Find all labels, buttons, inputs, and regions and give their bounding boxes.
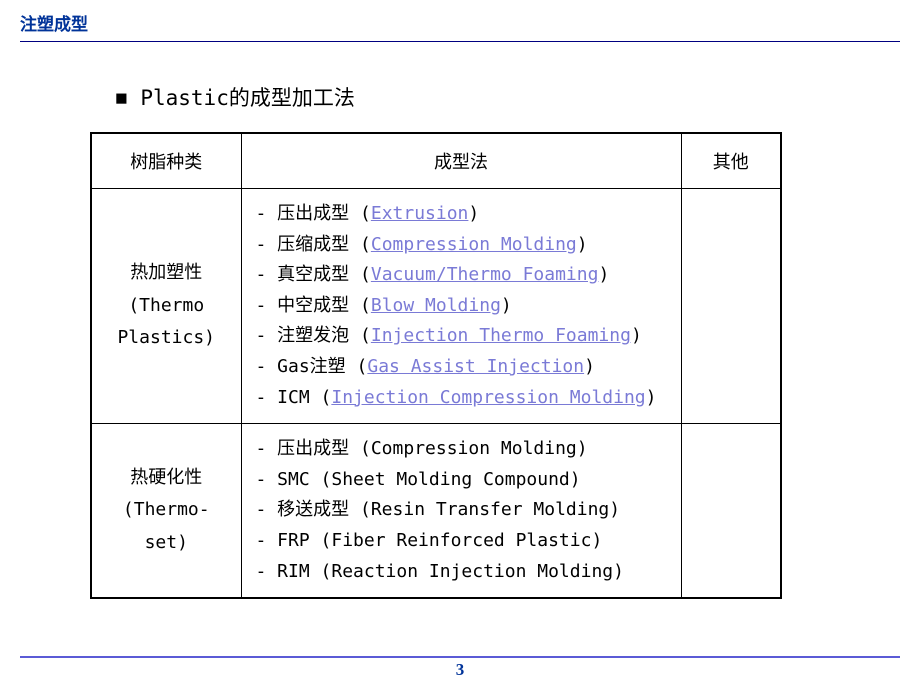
slide-footer: 3: [0, 656, 920, 680]
method-suffix: ): [577, 234, 588, 255]
other-cell: [681, 424, 781, 598]
slide-header: 注塑成型: [0, 0, 920, 39]
bullet-icon: ■: [115, 87, 128, 110]
method-prefix: - RIM (Reaction Injection Molding): [256, 561, 624, 582]
slide-title: 注塑成型: [20, 15, 88, 34]
header-divider: [20, 41, 900, 42]
method-line: - 真空成型 (Vacuum/Thermo Foaming): [256, 260, 667, 291]
method-line: - RIM (Reaction Injection Molding): [256, 557, 667, 588]
method-prefix: - 注塑发泡 (: [256, 325, 371, 346]
method-prefix: - 压出成型 (Compression Molding): [256, 438, 588, 459]
method-prefix: - 中空成型 (: [256, 295, 371, 316]
method-suffix: ): [468, 203, 479, 224]
method-link[interactable]: Vacuum/Thermo Foaming: [371, 264, 599, 285]
method-line: - 注塑发泡 (Injection Thermo Foaming): [256, 321, 667, 352]
table-header-row: 树脂种类 成型法 其他: [91, 133, 781, 189]
resin-category-line: Plastics): [106, 322, 227, 354]
method-line: - 压出成型 (Extrusion): [256, 199, 667, 230]
methods-cell: - 压出成型 (Compression Molding) - SMC (Sheet…: [241, 424, 681, 598]
method-link[interactable]: Extrusion: [371, 203, 469, 224]
resin-category-line: 热硬化性: [106, 462, 227, 494]
method-line: - SMC (Sheet Molding Compound): [256, 465, 667, 496]
molding-methods-table: 树脂种类 成型法 其他 热加塑性(ThermoPlastics)- 压出成型 (…: [90, 132, 782, 599]
method-line: - Gas注塑 (Gas Assist Injection): [256, 352, 667, 383]
method-link[interactable]: Injection Compression Molding: [331, 387, 645, 408]
method-prefix: - FRP (Fiber Reinforced Plastic): [256, 530, 603, 551]
resin-category-line: (Thermo: [106, 290, 227, 322]
method-line: - 中空成型 (Blow Molding): [256, 291, 667, 322]
method-line: - 压出成型 (Compression Molding): [256, 434, 667, 465]
method-line: - FRP (Fiber Reinforced Plastic): [256, 526, 667, 557]
method-link[interactable]: Injection Thermo Foaming: [371, 325, 631, 346]
method-suffix: ): [501, 295, 512, 316]
section-heading: ■ Plastic的成型加工法: [115, 82, 920, 112]
method-suffix: ): [598, 264, 609, 285]
section-heading-text: Plastic的成型加工法: [140, 86, 355, 110]
method-line: - ICM (Injection Compression Molding): [256, 383, 667, 414]
method-suffix: ): [584, 356, 595, 377]
method-line: - 压缩成型 (Compression Molding): [256, 230, 667, 261]
method-suffix: ): [646, 387, 657, 408]
method-suffix: ): [631, 325, 642, 346]
method-link[interactable]: Compression Molding: [371, 234, 577, 255]
method-prefix: - SMC (Sheet Molding Compound): [256, 469, 581, 490]
resin-category-line: 热加塑性: [106, 257, 227, 289]
resin-category-cell: 热硬化性(Thermo-set): [91, 424, 241, 598]
method-prefix: - Gas注塑 (: [256, 356, 368, 377]
header-molding-method: 成型法: [241, 133, 681, 189]
resin-category-cell: 热加塑性(ThermoPlastics): [91, 189, 241, 424]
methods-cell: - 压出成型 (Extrusion)- 压缩成型 (Compression Mo…: [241, 189, 681, 424]
header-other: 其他: [681, 133, 781, 189]
table-row: 热硬化性(Thermo-set)- 压出成型 (Compression Mold…: [91, 424, 781, 598]
method-link[interactable]: Gas Assist Injection: [367, 356, 584, 377]
table-row: 热加塑性(ThermoPlastics)- 压出成型 (Extrusion)- …: [91, 189, 781, 424]
method-prefix: - 压缩成型 (: [256, 234, 371, 255]
resin-category-line: (Thermo-set): [106, 494, 227, 559]
method-prefix: - 真空成型 (: [256, 264, 371, 285]
method-prefix: - 移送成型 (Resin Transfer Molding): [256, 499, 621, 520]
other-cell: [681, 189, 781, 424]
footer-divider: [20, 656, 900, 658]
method-line: - 移送成型 (Resin Transfer Molding): [256, 495, 667, 526]
method-prefix: - ICM (: [256, 387, 332, 408]
method-prefix: - 压出成型 (: [256, 203, 371, 224]
method-link[interactable]: Blow Molding: [371, 295, 501, 316]
page-number: 3: [456, 660, 465, 679]
header-resin-type: 树脂种类: [91, 133, 241, 189]
